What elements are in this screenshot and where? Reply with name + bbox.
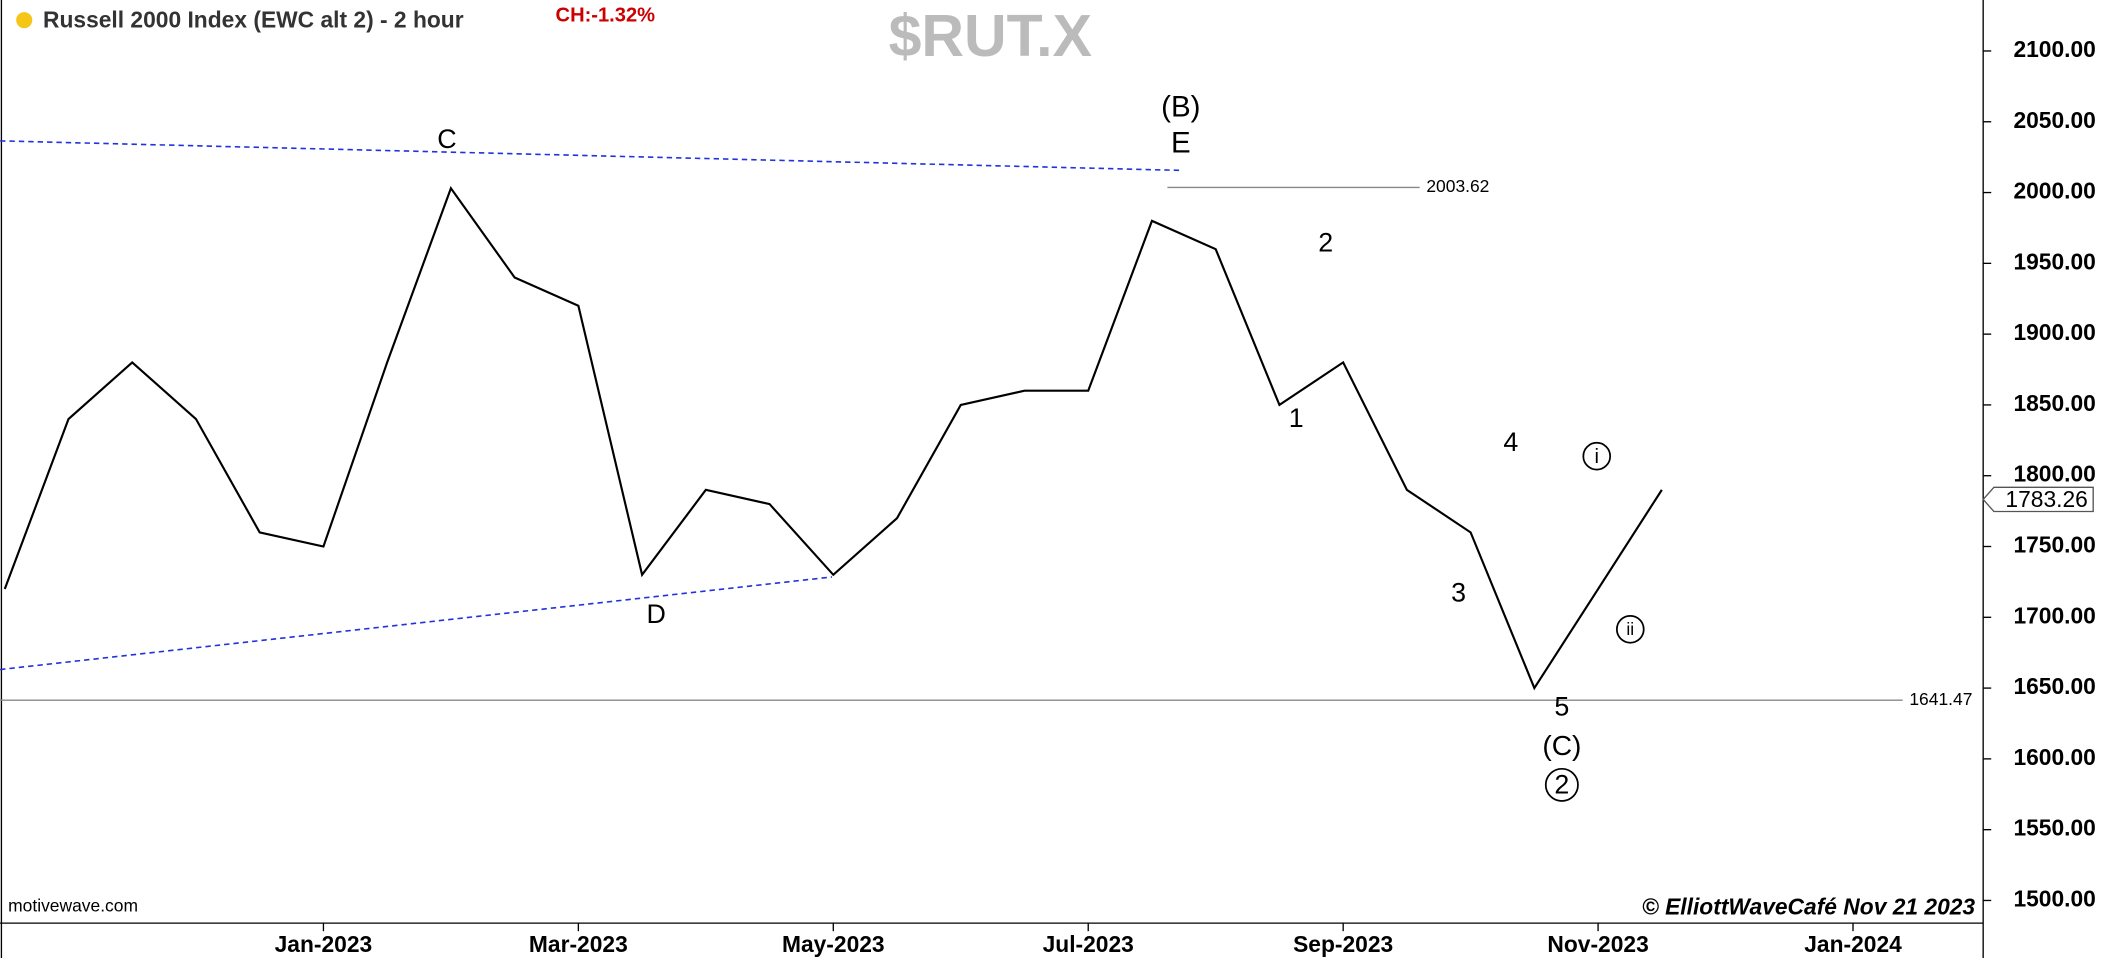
x-tick-label: Nov-2023 — [1547, 931, 1648, 957]
change-label: CH:-1.32% — [556, 4, 656, 26]
level-label: 2003.62 — [1426, 176, 1489, 196]
status-dot — [16, 12, 33, 29]
x-tick-label: Jan-2024 — [1804, 931, 1902, 957]
wave-label: (C) — [1542, 729, 1581, 761]
wave-label: D — [647, 599, 666, 629]
x-tick-label: Mar-2023 — [529, 931, 628, 957]
copyright: © ElliottWaveCafé Nov 21 2023 — [1642, 893, 1975, 919]
wave-label: 5 — [1554, 692, 1569, 722]
last-price-label: 1783.26 — [2005, 486, 2087, 512]
chart-title: Russell 2000 Index (EWC alt 2) - 2 hour — [43, 6, 464, 32]
source-label: motivewave.com — [8, 896, 138, 916]
x-tick-label: Jan-2023 — [275, 931, 373, 957]
last-price-tag — [1982, 486, 2094, 513]
y-tick-label: 1750.00 — [2013, 532, 2095, 558]
wave-label: 4 — [1503, 427, 1518, 457]
y-tick-label: 1500.00 — [2013, 885, 2095, 911]
wave-circle — [1544, 767, 1579, 802]
y-tick-label: 1650.00 — [2013, 673, 2095, 699]
level-label: 1641.47 — [1909, 689, 1972, 709]
symbol-watermark: $RUT.X — [889, 3, 1092, 69]
x-tick-label: May-2023 — [782, 931, 885, 957]
y-tick-label: 2100.00 — [2013, 36, 2095, 62]
x-tick-label: Jul-2023 — [1043, 931, 1134, 957]
wave-label: 1 — [1289, 403, 1304, 433]
wave-label: 2 — [1318, 227, 1333, 257]
y-tick-label: 1900.00 — [2013, 319, 2095, 345]
x-tick-label: Sep-2023 — [1293, 931, 1393, 957]
wave-label: 3 — [1451, 577, 1466, 607]
y-tick-label: 1550.00 — [2013, 815, 2095, 841]
y-tick-label: 1600.00 — [2013, 744, 2095, 770]
wave-circle — [1582, 441, 1612, 471]
wave-label: C — [437, 124, 456, 154]
wave-label: 2 — [1554, 769, 1569, 799]
y-tick-label: 2000.00 — [2013, 178, 2095, 204]
price-line — [3, 185, 1663, 691]
trend-line — [0, 576, 833, 671]
wave-label: E — [1171, 127, 1191, 160]
wave-label: i — [1595, 446, 1599, 468]
wave-label: ii — [1626, 619, 1634, 639]
y-tick-label: 1850.00 — [2013, 390, 2095, 416]
wave-label: (B) — [1161, 90, 1200, 123]
y-tick-label: 1700.00 — [2013, 602, 2095, 628]
y-tick-label: 1950.00 — [2013, 248, 2095, 274]
y-tick-label: 1800.00 — [2013, 461, 2095, 487]
y-tick-label: 2050.00 — [2013, 107, 2095, 133]
wave-circle — [1615, 614, 1645, 644]
